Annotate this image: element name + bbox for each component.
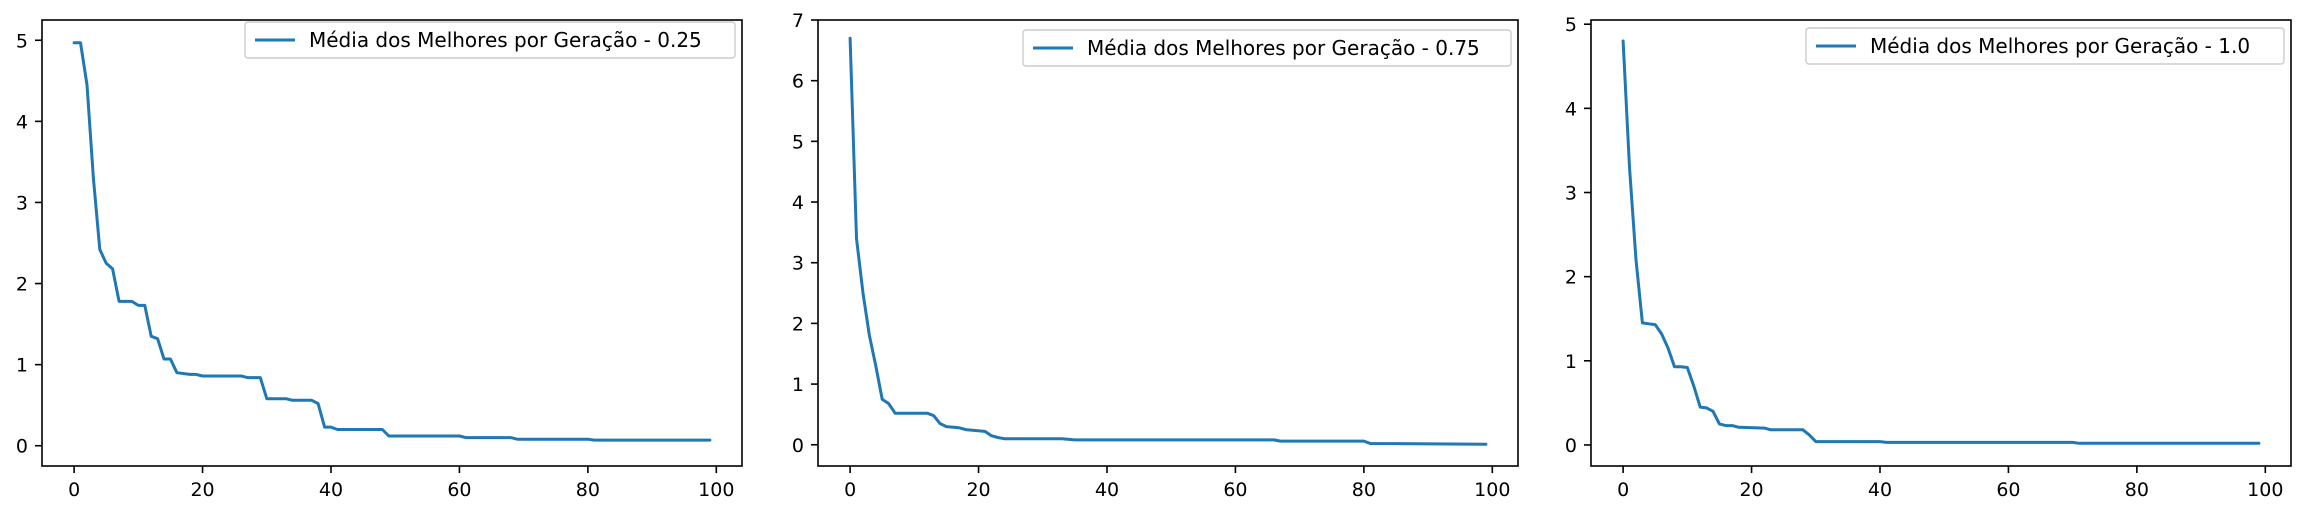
- x-tick-label: 100: [1474, 479, 1510, 501]
- y-tick-label: 0: [792, 435, 804, 457]
- x-tick-label: 40: [1868, 479, 1892, 501]
- x-tick-label: 0: [68, 479, 80, 501]
- axes-frame: [1590, 19, 2292, 467]
- y-tick-label: 2: [16, 274, 28, 296]
- x-tick-label: 40: [1095, 479, 1119, 501]
- legend-label: Média dos Melhores por Geração - 1.0: [1870, 34, 2250, 58]
- y-tick-label: 3: [1565, 183, 1577, 205]
- x-tick-label: 100: [2247, 479, 2283, 501]
- y-tick-label: 5: [792, 131, 804, 153]
- y-tick-label: 5: [16, 30, 28, 52]
- x-tick-label: 0: [844, 479, 856, 501]
- x-tick-label: 20: [1739, 479, 1763, 501]
- x-tick-label: 20: [966, 479, 990, 501]
- axes-frame: [41, 19, 743, 467]
- legend-label: Média dos Melhores por Geração - 0.75: [1087, 36, 1480, 60]
- x-tick-label: 0: [1617, 479, 1629, 501]
- y-tick-label: 5: [1565, 14, 1577, 36]
- subplot-3: 0 20 40 60 80 100 0 1 2 3 4 5 Média dos Melhores por…: [1565, 14, 2292, 501]
- y-tick-label: 0: [16, 436, 28, 458]
- series-line: [72, 41, 712, 442]
- subplot-2: 0 20 40 60 80 100 0 1 2 3 4 5 6 7 Média dos Melhores p…: [792, 10, 1519, 501]
- legend: Média dos Melhores por Geração - 0.25: [244, 21, 736, 59]
- legend-label: Média dos Melhores por Geração - 0.25: [309, 28, 702, 52]
- y-tick-label: 4: [792, 192, 804, 214]
- legend: Média dos Melhores por Geração - 0.75: [1022, 29, 1512, 67]
- y-tick-label: 6: [792, 71, 804, 93]
- x-tick-label: 60: [1996, 479, 2020, 501]
- x-tick-label: 60: [1223, 479, 1247, 501]
- x-tick-label: 40: [319, 479, 343, 501]
- x-tick-label: 80: [2125, 479, 2149, 501]
- axes-frame: [817, 19, 1519, 467]
- x-tick-label: 100: [698, 479, 734, 501]
- y-tick-label: 3: [792, 253, 804, 275]
- x-tick-label: 80: [576, 479, 600, 501]
- y-tick-label: 4: [1565, 98, 1577, 120]
- y-tick-label: 4: [16, 111, 28, 133]
- y-tick-label: 1: [1565, 351, 1577, 373]
- series-line: [848, 36, 1488, 446]
- y-tick-label: 0: [1565, 435, 1577, 457]
- legend-box: [244, 21, 736, 59]
- legend: Média dos Melhores por Geração - 1.0: [1805, 27, 2285, 65]
- y-tick-label: 2: [792, 313, 804, 335]
- subplot-1: 0 20 40 60 80 100 0 1 2 3 4 5 Média dos Melhores por…: [16, 19, 743, 501]
- x-tick-label: 20: [190, 479, 214, 501]
- legend-box: [1805, 27, 2285, 65]
- y-tick-label: 2: [1565, 267, 1577, 289]
- y-tick-label: 7: [792, 10, 804, 32]
- x-tick-label: 80: [1352, 479, 1376, 501]
- x-tick-label: 60: [447, 479, 471, 501]
- y-tick-label: 3: [16, 192, 28, 214]
- legend-box: [1022, 29, 1512, 67]
- series-line: [1621, 39, 2261, 445]
- y-tick-label: 1: [792, 374, 804, 396]
- y-tick-label: 1: [16, 355, 28, 377]
